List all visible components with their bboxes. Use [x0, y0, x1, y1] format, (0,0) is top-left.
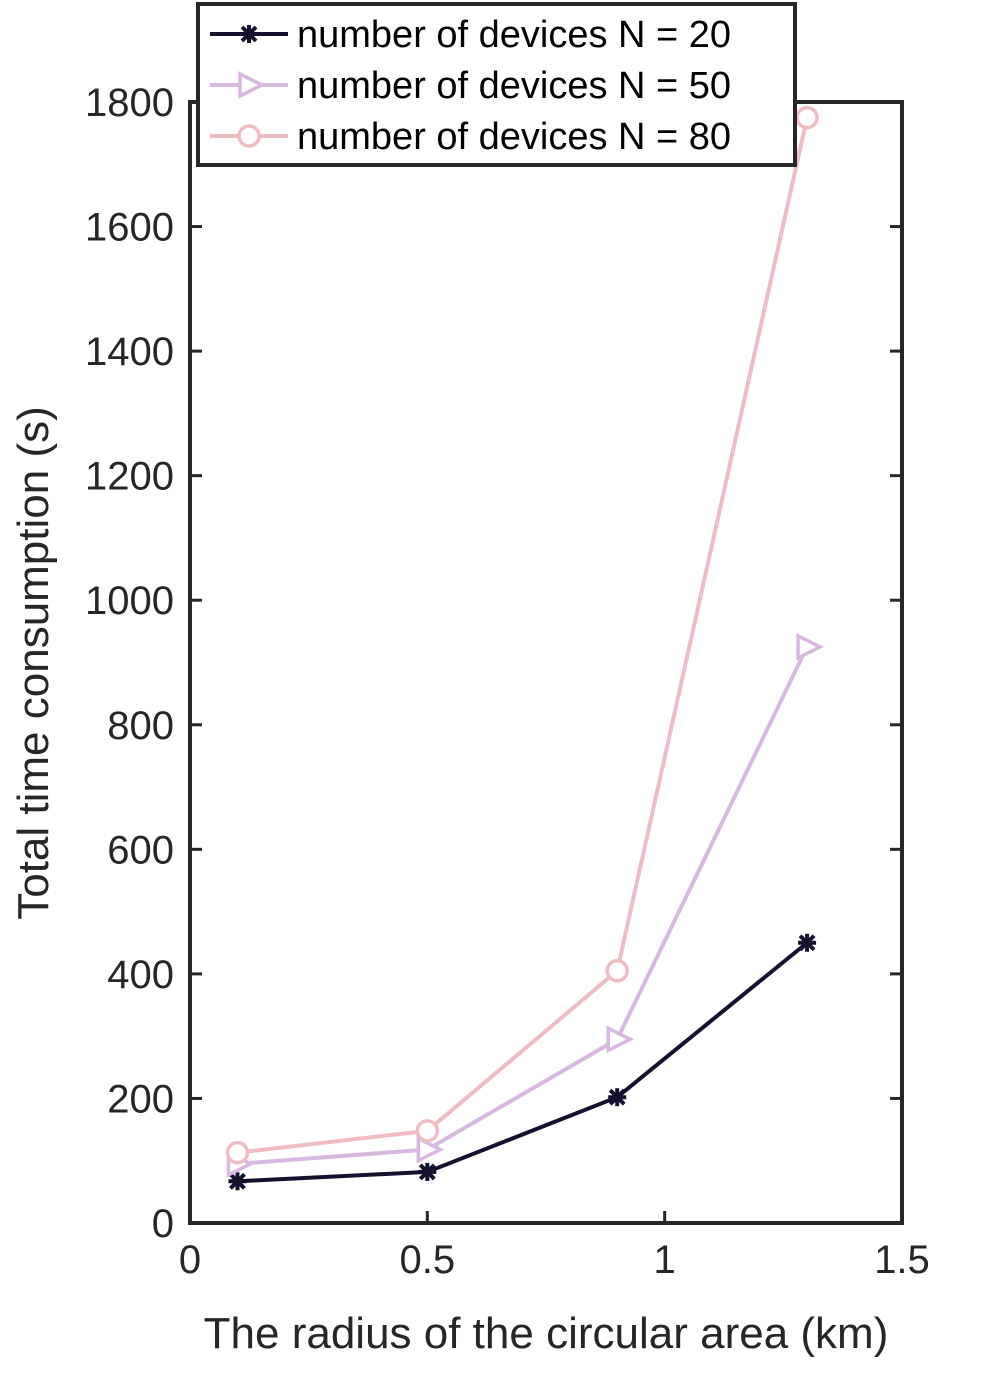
y-tick-label: 400: [107, 953, 174, 997]
data-point-s1-2: [418, 1162, 437, 1181]
y-tick-label: 800: [107, 704, 174, 748]
legend-label-2: number of devices N = 50: [297, 65, 731, 107]
data-point-s2-3: [606, 1025, 635, 1054]
y-tick-label: 1000: [85, 579, 174, 623]
y-tick-label: 1600: [85, 206, 174, 250]
data-point-s2-4: [796, 633, 824, 661]
data-point-s1-1: [228, 1172, 247, 1191]
plot-area: [225, 105, 824, 1191]
y-tick-label: 1400: [85, 330, 174, 374]
data-point-s3-3: [605, 959, 629, 983]
legend-marker-2: [238, 71, 266, 99]
y-tick-label: 1200: [85, 455, 174, 499]
x-tick-label: 1.5: [874, 1238, 930, 1282]
data-point-s1-4: [798, 933, 817, 952]
legend-marker-1: [240, 25, 258, 43]
x-tick-label: 0: [179, 1238, 201, 1282]
data-point-s3-2: [415, 1119, 440, 1143]
data-point-s2-2: [416, 1135, 445, 1164]
y-axis-label: Total time consumption (s): [9, 406, 58, 920]
data-point-s1-3: [608, 1088, 627, 1107]
data-point-s3-1: [225, 1140, 250, 1165]
legend: number of devices N = 20 number of device…: [196, 2, 797, 167]
data-point-s3-4: [795, 105, 819, 130]
legend-marker-3: [237, 124, 261, 148]
legend-label-1: number of devices N = 20: [297, 14, 731, 56]
y-tick-label: 600: [107, 828, 174, 872]
series-line-2: [237, 646, 809, 1166]
series-line-3: [237, 117, 810, 1155]
series-line-1: [237, 941, 809, 1184]
legend-label-3: number of devices N = 80: [297, 116, 731, 158]
x-tick-label: 1: [654, 1238, 676, 1282]
y-tick-label: 1800: [85, 81, 174, 125]
y-tick-label: 200: [107, 1077, 174, 1121]
x-tick-label: 0.5: [400, 1238, 456, 1282]
x-axis-label: The radius of the circular area (km): [204, 1309, 889, 1358]
legend-box: [196, 2, 797, 167]
y-tick-label: 0: [152, 1202, 174, 1246]
axes-box: [188, 100, 904, 1225]
